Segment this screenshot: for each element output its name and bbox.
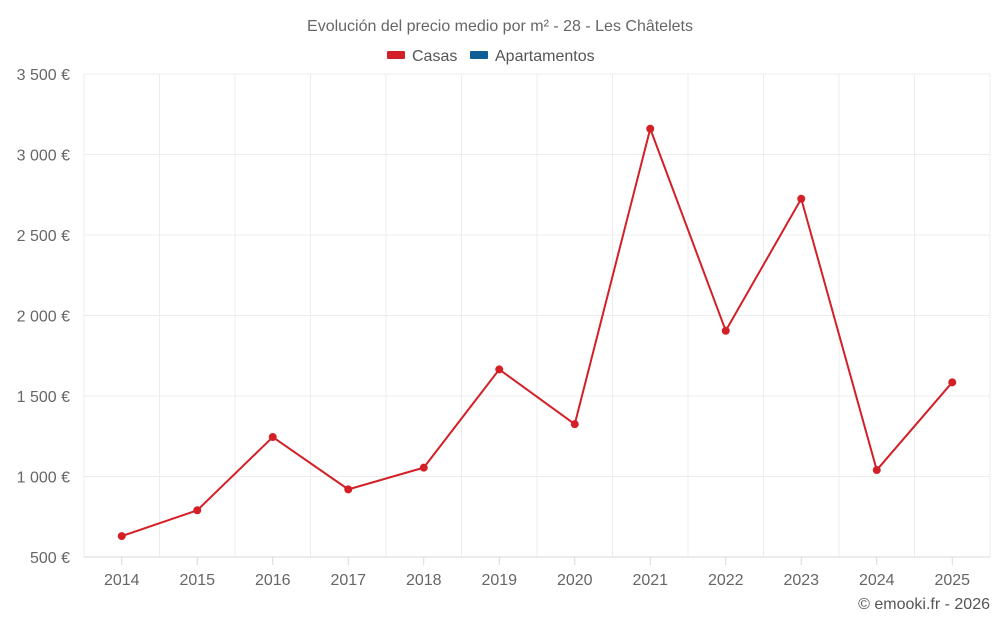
y-axis: 500 € 1 000 € 1 500 € 2 000 € 2 500 € 3 000 €…: [17, 67, 70, 567]
x-tick-label: 2024: [859, 572, 895, 589]
legend-label-apartamentos: Apartamentos: [495, 48, 595, 65]
data-point-2016[interactable]: [268, 433, 277, 442]
credit-text: © emooki.fr - 2026: [858, 596, 990, 613]
y-tick-label: 2 000 €: [17, 309, 70, 326]
x-tick-label: 2025: [934, 572, 970, 589]
data-point-2017[interactable]: [344, 485, 353, 494]
data-point-2023[interactable]: [797, 194, 806, 203]
legend-label-casas: Casas: [412, 48, 457, 65]
series-casas: [117, 124, 957, 541]
data-point-2021[interactable]: [646, 124, 655, 133]
legend-swatch-apartamentos: [470, 51, 488, 59]
legend: Casas Apartamentos: [387, 48, 595, 65]
x-tick-label: 2022: [708, 572, 744, 589]
data-point-2024[interactable]: [872, 466, 881, 475]
x-axis: 2014 2015 2016 2017 2018 2019 2020 2021 2022 2023…: [84, 556, 990, 589]
y-tick-label: 2 500 €: [17, 228, 70, 245]
grid: [83, 73, 991, 557]
x-tick-label: 2021: [632, 572, 668, 589]
x-tick-label: 2020: [557, 572, 593, 589]
x-tick-label: 2019: [481, 572, 517, 589]
legend-item-casas[interactable]: Casas: [387, 48, 457, 65]
legend-item-apartamentos[interactable]: Apartamentos: [470, 48, 595, 65]
x-tick-label: 2016: [255, 572, 291, 589]
y-tick-label: 1 500 €: [17, 389, 70, 406]
x-tick-label: 2018: [406, 572, 442, 589]
legend-swatch-casas: [387, 51, 405, 59]
data-point-2015[interactable]: [193, 506, 202, 515]
data-point-2019[interactable]: [495, 365, 504, 374]
data-point-2018[interactable]: [419, 463, 428, 472]
y-tick-label: 3 500 €: [17, 67, 70, 84]
series-line-casas: [121, 127, 954, 538]
x-tick-label: 2017: [330, 572, 366, 589]
data-point-2020[interactable]: [570, 420, 579, 429]
x-tick-label: 2014: [104, 572, 140, 589]
x-tick-label: 2015: [179, 572, 215, 589]
chart-title: Evolución del precio medio por m² - 28 -…: [307, 18, 693, 35]
x-tick-label: 2023: [783, 572, 819, 589]
data-point-2022[interactable]: [721, 326, 730, 335]
y-tick-label: 500 €: [30, 550, 70, 567]
data-point-2014[interactable]: [117, 532, 126, 541]
y-tick-label: 1 000 €: [17, 470, 70, 487]
data-point-2025[interactable]: [948, 378, 957, 387]
y-tick-label: 3 000 €: [17, 148, 70, 165]
